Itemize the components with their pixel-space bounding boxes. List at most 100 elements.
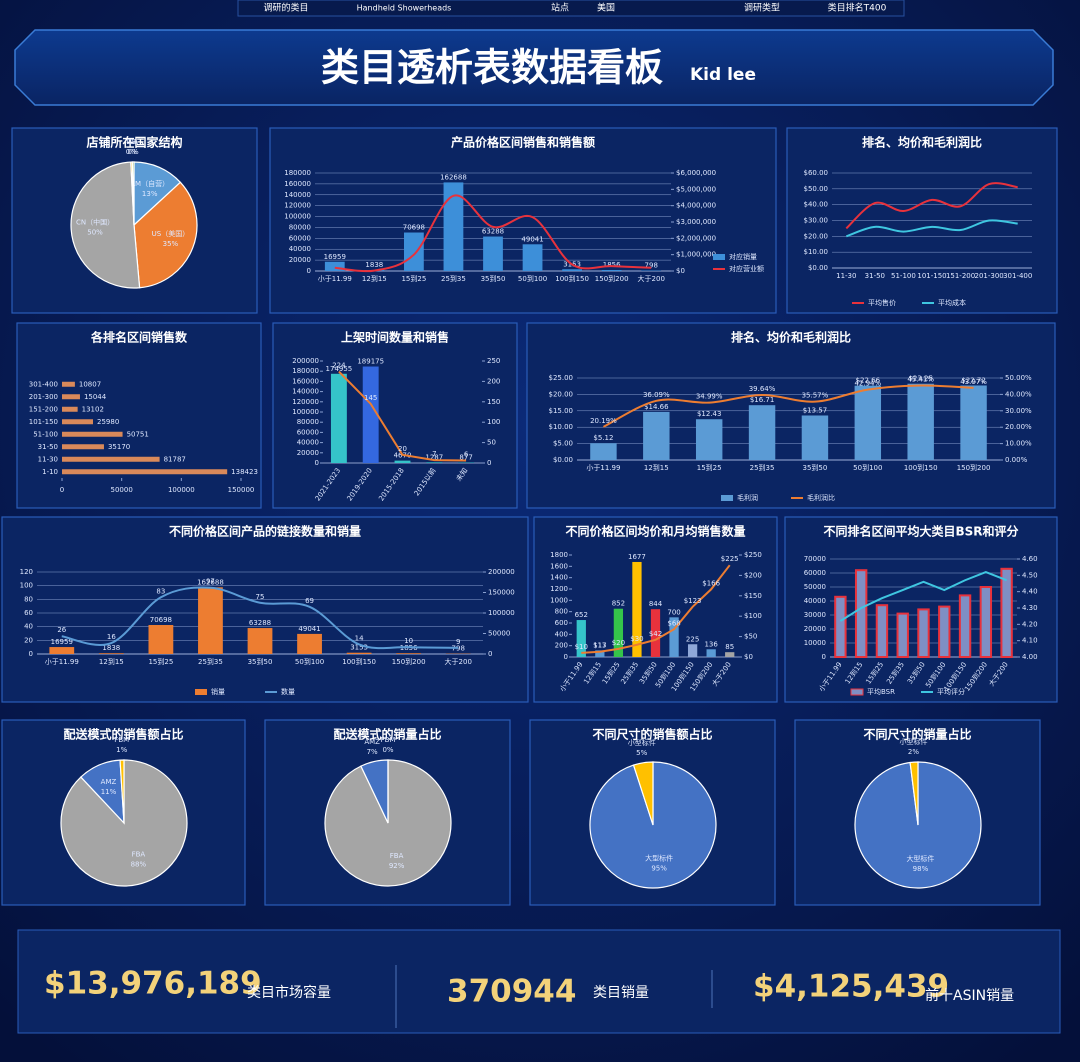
data-label: 9 xyxy=(456,638,460,646)
x-tick-label: 50到100 xyxy=(518,275,547,283)
legend-label: 数量 xyxy=(281,687,295,696)
data-label: 63288 xyxy=(482,228,504,236)
data-label: $123 xyxy=(684,597,702,605)
data-label: 1856 xyxy=(603,261,621,269)
y2-tick-label: $200 xyxy=(744,571,762,579)
y2-tick-label: $250 xyxy=(744,551,762,559)
bar xyxy=(907,383,934,460)
data-label: 16959 xyxy=(324,253,346,261)
header-banner xyxy=(14,29,1054,106)
data-label: 75 xyxy=(256,593,265,601)
y-tick-label: 40000 xyxy=(804,597,826,605)
data-label: $30 xyxy=(630,635,643,643)
y-tick-label: 1800 xyxy=(550,551,568,559)
data-label: 1838 xyxy=(365,261,383,269)
legend-label: 平均BSR xyxy=(867,687,895,696)
legend-swatch xyxy=(713,254,725,260)
pie-value-label: 92% xyxy=(389,862,405,870)
y2-tick-label: 0 xyxy=(487,459,491,467)
y-tick-label: $20.00 xyxy=(804,232,829,240)
pie-slice xyxy=(131,161,135,226)
pie-label: CN（中国） xyxy=(76,218,114,227)
bar xyxy=(601,269,622,271)
y-tick-label: 10000 xyxy=(804,639,826,647)
data-label: 162688 xyxy=(197,578,224,586)
chart-title: 排名、均价和毛利润比 xyxy=(731,330,851,345)
bar xyxy=(330,373,347,463)
y-tick-label: 31-50 xyxy=(38,443,58,451)
y2-tick-label: $0 xyxy=(744,653,753,661)
panel xyxy=(269,127,777,314)
y-tick-label: 40000 xyxy=(297,439,319,447)
legend-label: 平均售价 xyxy=(868,298,896,307)
data-label: 1287 xyxy=(425,453,443,461)
x-tick-label: 大于200 xyxy=(445,657,472,666)
y-tick-label: 0 xyxy=(822,653,826,661)
kpi-label: 类目销量 xyxy=(593,985,649,1001)
x-tick-label: 101-150 xyxy=(917,272,946,280)
x-tick-label: 25到35 xyxy=(198,658,223,666)
data-label: 852 xyxy=(612,600,625,608)
data-label: 1838 xyxy=(102,644,120,652)
bar xyxy=(443,182,464,271)
bar xyxy=(62,444,104,450)
y2-tick-label: 150 xyxy=(487,398,500,406)
y2-tick-label: 100 xyxy=(487,418,500,426)
y-tick-label: 160000 xyxy=(284,180,311,188)
y-tick-label: 60000 xyxy=(289,234,311,242)
chart-title: 店铺所在国家结构 xyxy=(86,135,182,150)
x-tick-label: 100到150 xyxy=(342,658,376,666)
data-label: 13102 xyxy=(82,405,104,413)
data-label: 35170 xyxy=(108,443,130,451)
legend-label: 销量 xyxy=(211,687,225,696)
x-tick-label: 15到25 xyxy=(697,464,722,472)
legend-label: 毛利润比 xyxy=(807,493,835,502)
y-tick-label: 100 xyxy=(20,582,33,590)
chart-title: 各排名区间销售数 xyxy=(90,330,188,345)
kpi-panel xyxy=(17,929,1061,1034)
y2-tick-label: 4.00 xyxy=(1022,653,1038,661)
data-label: $5.12 xyxy=(593,434,613,442)
chart-title: 排名、均价和毛利润比 xyxy=(862,135,982,150)
y2-tick-label: $1,000,000 xyxy=(676,251,716,259)
data-label: $166 xyxy=(702,579,720,587)
y-tick-label: 0 xyxy=(315,459,319,467)
y-tick-label: 180000 xyxy=(292,367,319,375)
y-tick-label: 140000 xyxy=(292,388,319,396)
x-tick-label: 50到100 xyxy=(295,658,324,666)
y-tick-label: 120000 xyxy=(284,202,311,210)
y2-tick-label: $3,000,000 xyxy=(676,218,716,226)
x-tick-label: 11-30 xyxy=(836,272,856,280)
y-tick-label: $50.00 xyxy=(804,185,829,193)
data-label: 136 xyxy=(704,640,718,648)
y2-tick-label: $0 xyxy=(676,267,685,275)
y2-tick-label: $2,000,000 xyxy=(676,234,716,242)
y-tick-label: 1000 xyxy=(550,596,568,604)
bar xyxy=(706,649,716,657)
y-tick-label: 101-150 xyxy=(29,418,58,426)
bar xyxy=(426,462,443,463)
y-tick-label: 151-200 xyxy=(29,405,58,413)
y-tick-label: $60.00 xyxy=(804,169,829,177)
data-label: 798 xyxy=(645,262,658,270)
data-label: $16.71 xyxy=(750,396,775,404)
data-label: 70698 xyxy=(403,224,425,232)
x-tick-label: 15到25 xyxy=(148,658,173,666)
data-label: $13 xyxy=(593,642,606,650)
y2-tick-label: 4.60 xyxy=(1022,555,1038,563)
legend-label: 平均成本 xyxy=(938,298,966,307)
bar xyxy=(297,633,322,654)
pie-label: 小型标件 xyxy=(628,738,656,747)
bar xyxy=(854,569,868,659)
bar xyxy=(979,586,993,658)
data-label: 45.41% xyxy=(907,376,934,384)
bar xyxy=(62,431,123,437)
pie-value-label: 88% xyxy=(131,860,147,868)
y-tick-label: 180000 xyxy=(284,169,311,177)
data-label: 652 xyxy=(575,611,588,619)
y-tick-label: 80000 xyxy=(297,418,319,426)
y-tick-label: 60 xyxy=(24,609,33,617)
x-tick-label: 100000 xyxy=(168,486,195,494)
chart-title: 不同尺寸的销量占比 xyxy=(863,727,971,742)
x-tick-label: 35到50 xyxy=(803,464,828,472)
